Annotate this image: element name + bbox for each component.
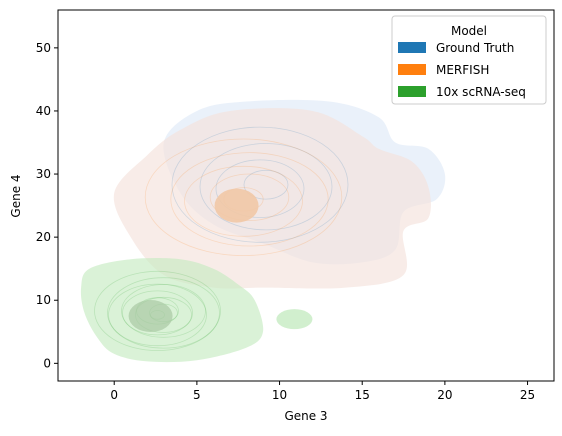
density-contour-ground-truth: [243, 169, 289, 200]
x-tick-label: 5: [193, 388, 201, 402]
legend-frame: [391, 15, 547, 105]
legend-swatch-ground-truth: [398, 42, 426, 53]
density-contour-ground-truth: [171, 126, 349, 243]
density-region-merfish: [113, 108, 431, 289]
y-tick-label: 50: [36, 41, 51, 55]
plot-area-frame: [57, 9, 555, 382]
density-core-merfish: [214, 188, 259, 223]
density-contour-merfish: [209, 173, 290, 221]
y-tick-label: 10: [36, 293, 51, 307]
density-contour-10x-scrna-seq: [94, 270, 221, 351]
legend-label-ground-truth: Ground Truth: [436, 41, 514, 55]
y-tick-label: 0: [43, 356, 51, 370]
legend-swatch-merfish: [398, 64, 426, 75]
density-contour-10x-scrna-seq: [107, 277, 220, 349]
density-contour-10x-scrna-seq: [108, 283, 207, 347]
y-tick-label: 40: [36, 104, 51, 118]
density-regions: [80, 99, 446, 363]
x-tick-label: 20: [437, 388, 452, 402]
y-tick-label: 30: [36, 167, 51, 181]
x-axis-ticks: 0 5 10 15 20 25: [110, 381, 535, 402]
density-contour-10x-scrna-seq: [122, 290, 193, 336]
density-contours: [94, 126, 349, 351]
density-region-10x-scrna-seq: [80, 258, 264, 363]
x-tick-label: 25: [520, 388, 535, 402]
density-secondary-region-10x-scrna-seq: [276, 309, 313, 330]
x-tick-label: 10: [272, 388, 287, 402]
legend-label-10x-scrna-seq: 10x scRNA-seq: [436, 85, 526, 99]
legend: Model Ground Truth MERFISH 10x scRNA-seq: [391, 15, 547, 105]
density-contour-ground-truth: [199, 143, 333, 231]
density-contour-ground-truth: [215, 159, 305, 218]
density-contour-merfish: [184, 165, 303, 237]
density-contour-10x-scrna-seq: [121, 284, 206, 338]
x-tick-label: 0: [110, 388, 118, 402]
legend-title: Model: [451, 24, 487, 38]
legend-label-merfish: MERFISH: [436, 63, 489, 77]
density-contour-merfish: [170, 152, 329, 247]
y-axis-ticks: 0 10 20 30 40 50: [36, 41, 58, 370]
x-axis-label: Gene 3: [284, 409, 327, 423]
legend-swatch-10x-scrna-seq: [398, 86, 426, 97]
y-axis-label: Gene 4: [9, 174, 23, 217]
density-core-10x-scrna-seq: [128, 300, 173, 333]
y-tick-label: 20: [36, 230, 51, 244]
density-contour-merfish: [144, 138, 343, 256]
x-tick-label: 15: [355, 388, 370, 402]
